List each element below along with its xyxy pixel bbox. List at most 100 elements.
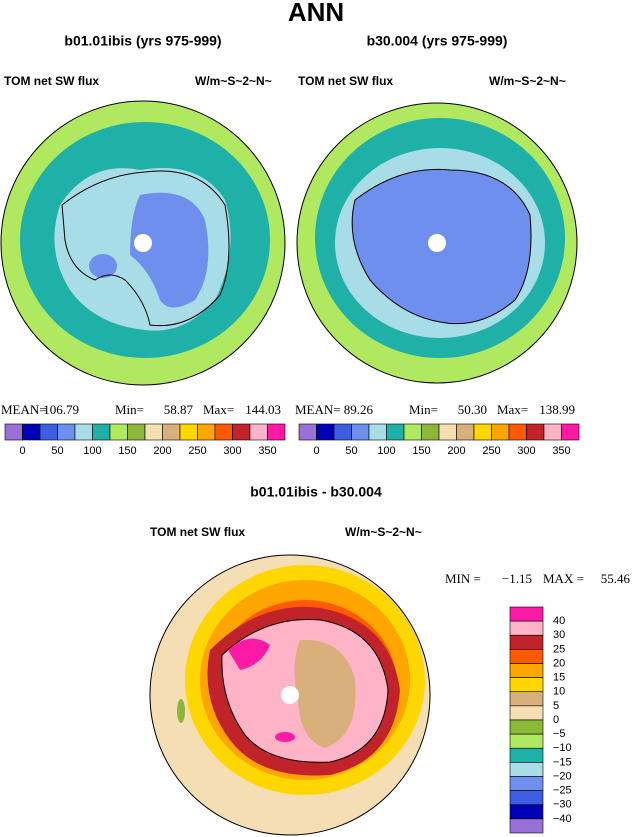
colorbar-box: [22, 423, 41, 441]
colorbar-box: [509, 663, 544, 678]
colorbar-box: [144, 423, 163, 441]
colorbar-box: [456, 423, 475, 441]
colorbar-label: −30: [553, 799, 572, 811]
colorbar-label: −25: [553, 785, 572, 797]
colorbar-box: [509, 804, 544, 820]
colorbar-box: [333, 423, 352, 441]
colorbar-label: −15: [553, 756, 572, 768]
colorbar-box: [509, 705, 544, 721]
stat-label: Max=: [203, 402, 234, 417]
colorbar-box: [179, 423, 198, 441]
colorbar-label: −40: [553, 813, 572, 825]
colorbar-label: 30: [553, 629, 565, 641]
colorbar-box: [438, 423, 457, 441]
colorbar-label: 100: [377, 445, 395, 457]
colorbar-label: 200: [153, 445, 171, 457]
colorbar-box: [351, 423, 370, 441]
colorbar-box: [162, 423, 181, 441]
colorbar-box: [368, 423, 387, 441]
variable-label: TOM net SW flux: [150, 525, 245, 539]
colorbar-box: [509, 747, 544, 763]
panel-title: b30.004 (yrs 975-999): [367, 33, 508, 49]
colorbar-box: [491, 423, 510, 441]
colorbar-label: 0: [19, 445, 25, 457]
colorbar-label: 5: [553, 700, 559, 712]
variable-label: TOM net SW flux: [298, 74, 393, 88]
colorbar-box: [561, 423, 580, 441]
colorbar-box: [509, 620, 544, 636]
colorbar-label: −10: [553, 742, 572, 754]
stat-label: Min=: [115, 402, 144, 417]
colorbar-box: [4, 423, 23, 441]
figure-title: ANN: [288, 0, 344, 27]
colorbar-label: 250: [188, 445, 206, 457]
colorbar-box: [74, 423, 93, 441]
colorbar-label: 0: [313, 445, 319, 457]
colorbar-box: [509, 677, 544, 693]
colorbar-label: 100: [83, 445, 101, 457]
colorbar-box: [127, 423, 146, 441]
stat-value: −1.15: [502, 571, 532, 586]
colorbar-box: [109, 423, 128, 441]
colorbar-box: [92, 423, 111, 441]
stat-label: MEAN=: [295, 402, 341, 417]
units-label: W/m~S~2~N~: [195, 74, 272, 88]
colorbar-box: [508, 423, 527, 441]
colorbar-box: [249, 423, 268, 441]
colorbar-label: 200: [447, 445, 465, 457]
colorbar-box: [473, 423, 492, 441]
colorbar-box: [214, 423, 233, 441]
colorbar-label: −5: [553, 728, 566, 740]
colorbar-box: [509, 733, 544, 749]
colorbar-box: [39, 423, 58, 441]
colorbar-label: 15: [553, 672, 565, 684]
stat-value: 55.46: [601, 571, 631, 586]
stat-value: 106.79: [43, 402, 79, 417]
colorbar-box: [57, 423, 76, 441]
colorbar-box: [509, 691, 544, 707]
colorbar-box: [232, 423, 251, 441]
colorbar-label: 50: [51, 445, 63, 457]
colorbar-box: [267, 423, 286, 441]
colorbar-box: [509, 719, 544, 735]
colorbar-box: [509, 634, 544, 650]
stat-label: MIN =: [445, 571, 481, 586]
stat-value: 50.30: [458, 402, 487, 417]
colorbar-box: [543, 423, 562, 441]
colorbar-box: [509, 649, 544, 664]
stat-label: Max=: [497, 402, 528, 417]
colorbar-label: 40: [553, 615, 565, 627]
panel-title: b01.01ibis - b30.004: [250, 484, 382, 500]
colorbar-box: [509, 818, 544, 834]
colorbar-label: 20: [553, 657, 565, 669]
stat-label: Min=: [409, 402, 438, 417]
colorbar-box: [298, 423, 317, 441]
map: [150, 555, 430, 835]
colorbar-box: [509, 790, 544, 806]
colorbar-label: 50: [345, 445, 357, 457]
colorbar-label: 10: [553, 686, 565, 698]
colorbar-box: [316, 423, 335, 441]
colorbar-label: 150: [412, 445, 430, 457]
stat-value: 89.26: [344, 402, 374, 417]
stat-value: 58.87: [164, 402, 194, 417]
colorbar-box: [421, 423, 440, 441]
units-label: W/m~S~2~N~: [489, 74, 566, 88]
colorbar-box: [509, 762, 544, 777]
colorbar-box: [509, 606, 544, 622]
colorbar-label: −20: [553, 770, 572, 782]
stat-value: 138.99: [539, 402, 575, 417]
colorbar-box: [386, 423, 405, 441]
colorbar-label: 25: [553, 643, 565, 655]
colorbar-box: [526, 423, 545, 441]
colorbar-label: 300: [223, 445, 241, 457]
colorbar-box: [197, 423, 216, 441]
colorbar-label: 300: [517, 445, 535, 457]
stat-label: MEAN=: [1, 402, 47, 417]
colorbar-box: [403, 423, 422, 441]
colorbar-label: 0: [553, 714, 559, 726]
colorbar-label: 350: [258, 445, 276, 457]
stat-label: MAX =: [543, 571, 584, 586]
panel-title: b01.01ibis (yrs 975-999): [64, 33, 221, 49]
